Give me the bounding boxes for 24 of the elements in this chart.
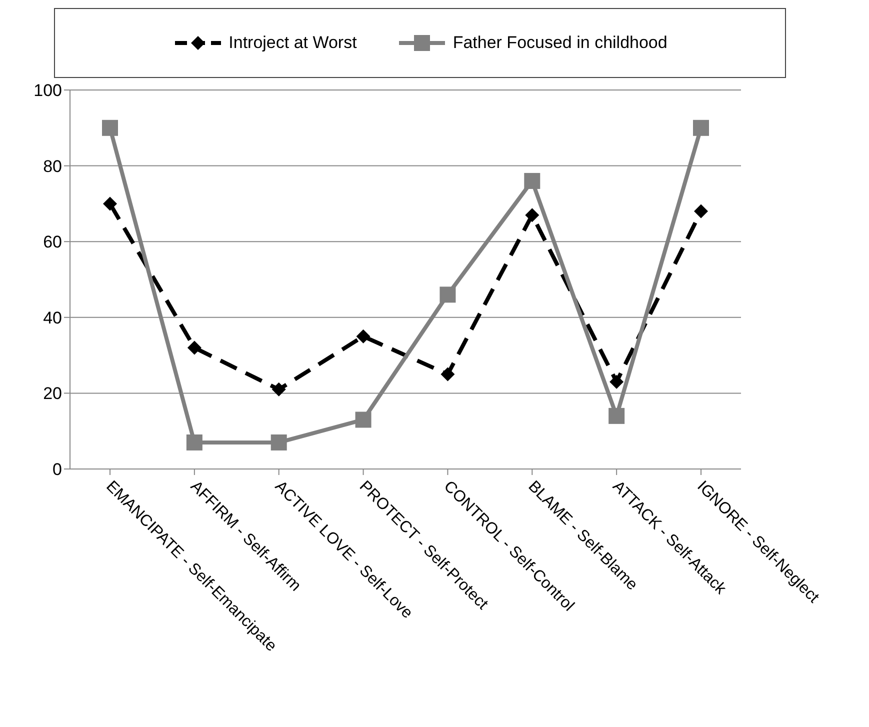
point	[355, 412, 372, 428]
y-tick-label: 20	[43, 384, 62, 404]
point	[186, 434, 202, 450]
point	[610, 374, 624, 389]
point	[270, 434, 287, 450]
point	[187, 340, 202, 355]
point	[440, 286, 456, 303]
point	[272, 382, 286, 396]
y-tick-label: 80	[43, 156, 62, 176]
point	[608, 408, 625, 424]
y-tick-label: 100	[34, 81, 62, 100]
point	[102, 120, 118, 136]
point	[356, 329, 370, 344]
point	[440, 367, 455, 382]
legend-label: Introject at Worst	[228, 33, 357, 53]
point	[524, 172, 540, 189]
legend-label: Father Focused in childhood	[452, 33, 668, 53]
point	[694, 204, 708, 218]
y-tick-label: 60	[43, 232, 62, 252]
y-tick-label: 0	[52, 460, 62, 480]
point	[103, 196, 117, 211]
point	[693, 120, 709, 136]
y-tick-label: 40	[43, 308, 62, 328]
point	[525, 208, 540, 222]
